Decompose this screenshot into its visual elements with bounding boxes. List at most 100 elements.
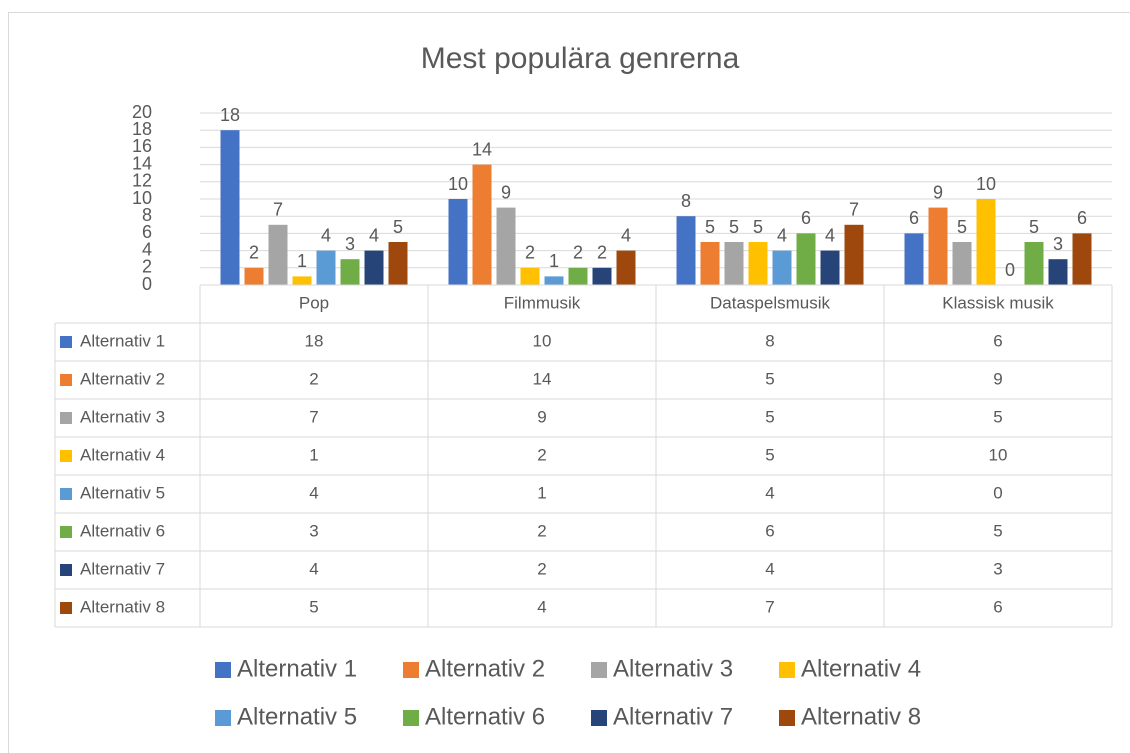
y-tick-label: 16 xyxy=(132,136,152,156)
table-cell: 5 xyxy=(765,407,774,426)
bar xyxy=(796,233,816,285)
bar xyxy=(616,250,636,285)
bar xyxy=(700,242,720,285)
table-cell: 9 xyxy=(993,369,1002,388)
table-cell: 10 xyxy=(989,445,1008,464)
table-row-label: Alternativ 8 xyxy=(80,597,165,616)
bar xyxy=(520,267,540,285)
bar xyxy=(724,242,744,285)
legend-key xyxy=(215,710,231,726)
legend-label: Alternativ 3 xyxy=(613,655,733,682)
table-cell: 4 xyxy=(765,483,774,502)
data-label: 10 xyxy=(976,174,996,194)
table-cell: 14 xyxy=(533,369,552,388)
y-tick-label: 4 xyxy=(142,239,152,259)
table-cell: 0 xyxy=(993,483,1002,502)
table-cell: 6 xyxy=(765,521,774,540)
data-label: 1 xyxy=(297,251,307,271)
legend-label: Alternativ 4 xyxy=(801,655,921,682)
data-label: 5 xyxy=(1029,217,1039,237)
bar xyxy=(364,250,384,285)
table-cell: 8 xyxy=(765,331,774,350)
data-label: 5 xyxy=(393,217,403,237)
y-tick-label: 2 xyxy=(142,257,152,277)
table-cell: 6 xyxy=(993,597,1002,616)
data-label: 18 xyxy=(220,105,240,125)
legend-label: Alternativ 7 xyxy=(613,703,733,730)
y-tick-label: 14 xyxy=(132,153,152,173)
table-cell: 4 xyxy=(309,483,318,502)
table-legend-key xyxy=(60,488,72,500)
x-tick-label: Filmmusik xyxy=(504,293,581,312)
table-legend-key xyxy=(60,450,72,462)
table-cell: 2 xyxy=(537,445,546,464)
bar xyxy=(772,250,792,285)
data-label: 5 xyxy=(705,217,715,237)
data-label: 10 xyxy=(448,174,468,194)
table-legend-key xyxy=(60,526,72,538)
chart-title: Mest populära genrerna xyxy=(421,42,740,75)
bar xyxy=(976,199,996,285)
table-cell: 2 xyxy=(309,369,318,388)
bar xyxy=(268,224,288,285)
bar xyxy=(244,267,264,285)
y-tick-label: 0 xyxy=(142,274,152,294)
table-cell: 2 xyxy=(537,521,546,540)
data-label: 3 xyxy=(1053,234,1063,254)
table-row-label: Alternativ 3 xyxy=(80,407,165,426)
table-row-label: Alternativ 7 xyxy=(80,559,165,578)
bar xyxy=(1048,259,1068,285)
y-tick-label: 8 xyxy=(142,205,152,225)
bar xyxy=(952,242,972,285)
data-label: 9 xyxy=(933,182,943,202)
table-row-label: Alternativ 6 xyxy=(80,521,165,540)
y-tick-label: 12 xyxy=(132,171,152,191)
data-label: 7 xyxy=(849,200,859,220)
bar xyxy=(388,242,408,285)
table-legend-key xyxy=(60,336,72,348)
bar xyxy=(676,216,696,285)
data-label: 4 xyxy=(825,225,835,245)
data-label: 6 xyxy=(1077,208,1087,228)
bar xyxy=(472,164,492,285)
table-cell: 10 xyxy=(533,331,552,350)
table-row-label: Alternativ 4 xyxy=(80,445,165,464)
bar xyxy=(496,207,516,285)
table-cell: 7 xyxy=(309,407,318,426)
table-legend-key xyxy=(60,412,72,424)
data-label: 3 xyxy=(345,234,355,254)
chart-border xyxy=(8,12,1130,753)
legend-label: Alternativ 5 xyxy=(237,703,357,730)
bar xyxy=(292,276,312,285)
legend-label: Alternativ 2 xyxy=(425,655,545,682)
data-label: 8 xyxy=(681,191,691,211)
legend-label: Alternativ 6 xyxy=(425,703,545,730)
data-label: 7 xyxy=(273,200,283,220)
data-label: 4 xyxy=(369,225,379,245)
table-row-label: Alternativ 5 xyxy=(80,483,165,502)
legend-key xyxy=(403,710,419,726)
legend-label: Alternativ 8 xyxy=(801,703,921,730)
bar xyxy=(928,207,948,285)
data-label: 4 xyxy=(321,225,331,245)
table-cell: 7 xyxy=(765,597,774,616)
legend-key xyxy=(215,662,231,678)
table-cell: 3 xyxy=(309,521,318,540)
data-label: 4 xyxy=(777,225,787,245)
bar xyxy=(904,233,924,285)
table-cell: 4 xyxy=(537,597,546,616)
table-cell: 5 xyxy=(309,597,318,616)
data-label: 4 xyxy=(621,225,631,245)
table-cell: 3 xyxy=(993,559,1002,578)
table-cell: 5 xyxy=(993,521,1002,540)
data-label: 0 xyxy=(1005,260,1015,280)
legend-key xyxy=(591,710,607,726)
legend-label: Alternativ 1 xyxy=(237,655,357,682)
data-label: 6 xyxy=(801,208,811,228)
bar xyxy=(1024,242,1044,285)
bar xyxy=(748,242,768,285)
table-legend-key xyxy=(60,602,72,614)
table-cell: 18 xyxy=(305,331,324,350)
bar xyxy=(820,250,840,285)
